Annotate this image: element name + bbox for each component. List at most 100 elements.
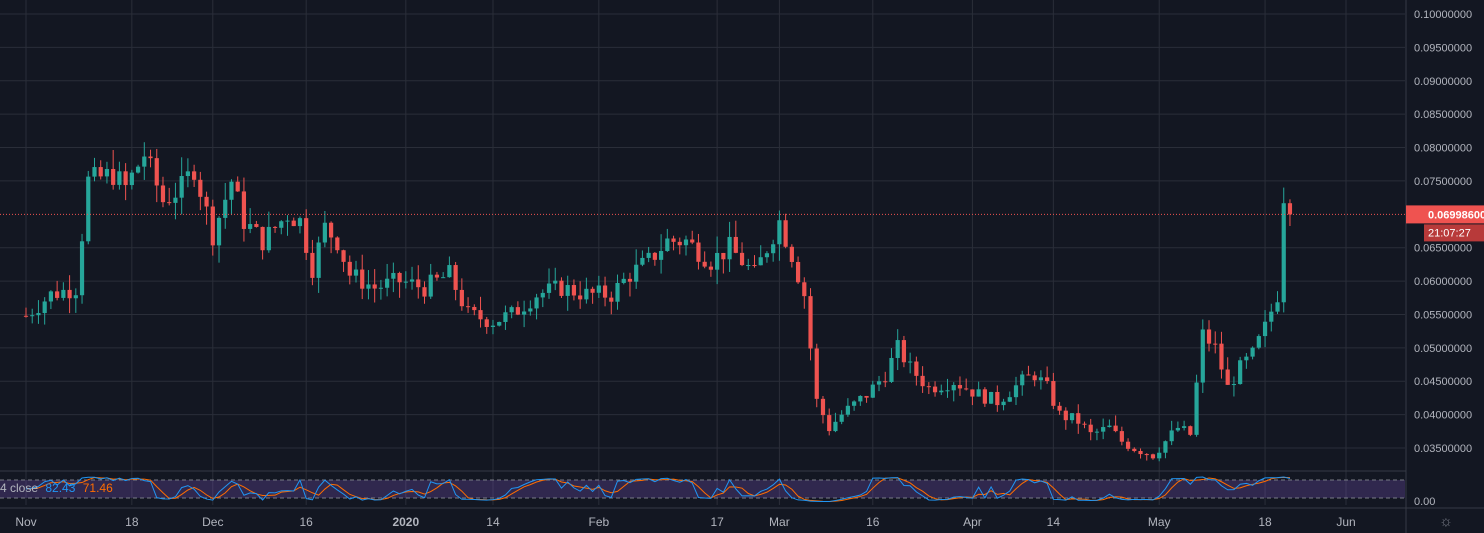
x-tick-label: 14: [1047, 515, 1061, 529]
candle-body: [260, 226, 265, 251]
candle-body: [1138, 451, 1143, 455]
x-tick-label: Nov: [15, 515, 36, 529]
candle-body: [982, 389, 987, 404]
candle-body: [1132, 448, 1137, 452]
candle-body: [771, 244, 776, 254]
candle-body: [98, 167, 103, 177]
candle-body: [142, 156, 147, 167]
candle-body: [733, 236, 738, 253]
candle-body: [976, 389, 981, 397]
last-price-tag: [1406, 205, 1484, 224]
candle-body: [708, 266, 714, 270]
candle-body: [1281, 203, 1286, 303]
candle-body: [783, 220, 788, 247]
candle-body: [30, 315, 35, 317]
stochastic-d-value: 71.46: [82, 481, 113, 495]
candle-body: [360, 269, 365, 289]
candle-body: [1213, 343, 1218, 345]
candle-body: [845, 405, 850, 415]
candle-body: [970, 389, 975, 397]
candle-body: [385, 278, 390, 288]
candle-body: [509, 307, 514, 313]
x-tick-label: Apr: [963, 515, 982, 529]
candle-body: [522, 311, 527, 315]
candle-body: [403, 281, 408, 283]
candle-body: [870, 384, 875, 398]
candle-body: [1256, 336, 1261, 348]
stochastic-k-line: [25, 476, 1291, 503]
candle-body: [416, 279, 421, 288]
candle-body: [1231, 384, 1237, 386]
candle-body: [964, 388, 969, 390]
candle-body: [1094, 431, 1100, 433]
candle-body: [223, 199, 228, 218]
last-price-label: 0.06998600: [1428, 209, 1484, 221]
candle-body: [858, 395, 863, 402]
candle-body: [73, 295, 78, 299]
candle-body: [1013, 385, 1019, 398]
candle-body: [285, 220, 290, 222]
x-tick-label: 18: [125, 515, 139, 529]
countdown-tag: [1424, 224, 1484, 242]
candle-body: [459, 289, 464, 307]
candle-body: [1150, 454, 1156, 459]
candle-body: [1063, 410, 1068, 421]
candle-body: [621, 278, 626, 283]
candle-body: [1182, 426, 1187, 428]
y-tick-label: 0.06000000: [1414, 276, 1472, 288]
candle-body: [1169, 430, 1174, 442]
stochastic-label: 4 close: [0, 481, 39, 495]
candle-body: [1057, 405, 1062, 411]
y-tick-label: 0.09500000: [1414, 42, 1472, 54]
candle-body: [677, 241, 682, 246]
candle-body: [951, 385, 956, 391]
candle-body: [1032, 375, 1037, 381]
candle-body: [478, 310, 483, 320]
candle-body: [926, 386, 931, 388]
candle-body: [503, 312, 508, 322]
x-tick-label: 16: [866, 515, 880, 529]
y-tick-label: 0.09000000: [1414, 76, 1472, 88]
candle-body: [129, 172, 134, 186]
y-tick-label: 0.05500000: [1414, 309, 1472, 321]
candle-body: [1200, 329, 1205, 383]
candle-body: [1101, 427, 1106, 432]
candle-body: [160, 185, 166, 203]
candle-body: [185, 171, 190, 177]
candle-body: [79, 241, 85, 296]
candle-body: [497, 321, 502, 326]
candle-body: [652, 252, 657, 260]
countdown-label: 21:07:27: [1428, 227, 1471, 239]
candle-body: [1225, 369, 1230, 385]
candle-body: [1250, 347, 1255, 357]
candle-body: [409, 279, 415, 282]
stochastic-band: [0, 480, 1405, 498]
candle-body: [167, 202, 172, 204]
candle-body: [229, 181, 234, 200]
candle-body: [883, 381, 888, 383]
candle-body: [578, 295, 583, 300]
candle-body: [945, 390, 950, 392]
candle-body: [347, 261, 352, 276]
candle-body: [192, 171, 197, 180]
candle-body: [92, 167, 97, 177]
candle-body: [366, 284, 371, 289]
candle-body: [235, 181, 240, 192]
candle-body: [1038, 377, 1044, 381]
candle-body: [1157, 452, 1162, 459]
candle-body: [634, 264, 639, 282]
candle-body: [1051, 381, 1056, 406]
candle-body: [67, 289, 72, 299]
candle-body: [852, 401, 857, 406]
candle-body: [1125, 441, 1131, 449]
candle-body: [1244, 356, 1249, 361]
y-tick-label: 0.04500000: [1414, 376, 1472, 388]
candle-body: [988, 391, 994, 404]
candle-body: [1219, 343, 1224, 370]
candle-body: [876, 381, 882, 385]
candle-body: [671, 238, 676, 242]
y-tick-label: 0.04000000: [1414, 410, 1472, 422]
candle-body: [864, 395, 869, 398]
gear-icon[interactable]: ☼: [1439, 513, 1453, 530]
